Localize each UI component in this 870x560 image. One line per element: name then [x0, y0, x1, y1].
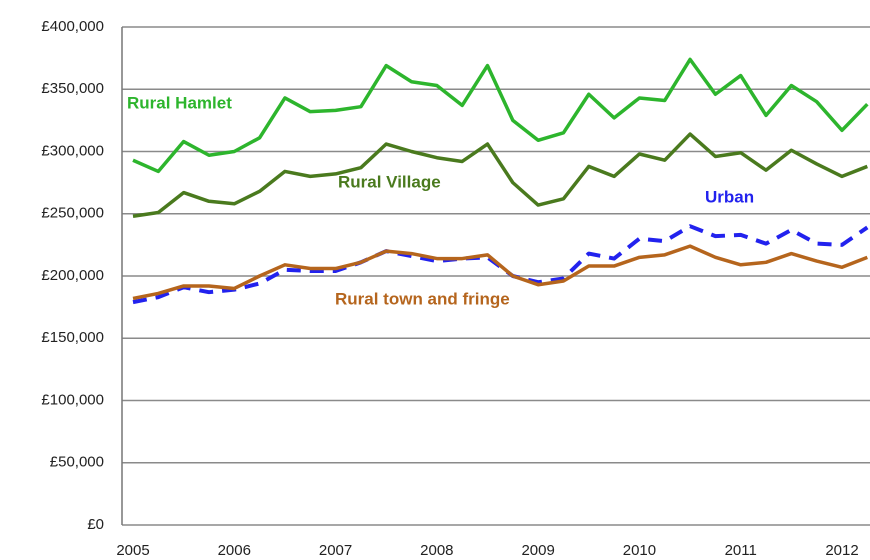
- series-line: [132, 224, 869, 305]
- y-tick-label: £400,000: [41, 18, 104, 35]
- y-tick-label: £50,000: [50, 454, 104, 471]
- series-line: [132, 132, 868, 218]
- y-tick-label: £0: [87, 516, 104, 533]
- y-tick-label: £150,000: [41, 329, 104, 346]
- x-tick-label: 2008: [420, 542, 453, 559]
- series-line: [132, 244, 868, 301]
- x-tick-label: 2006: [218, 542, 251, 559]
- y-tick-label: £300,000: [41, 142, 104, 159]
- series-label: Rural Hamlet: [127, 93, 232, 112]
- series-label: Rural Village: [338, 172, 441, 191]
- y-tick-label: £350,000: [41, 80, 104, 97]
- y-tick-label: £250,000: [41, 205, 104, 222]
- series-label: Rural town and fringe: [335, 289, 510, 308]
- y-tick-label: £200,000: [41, 267, 104, 284]
- x-tick-label: 2010: [623, 542, 656, 559]
- series-line: [132, 57, 869, 174]
- series-label: Urban: [705, 187, 754, 206]
- x-tick-label: 2007: [319, 542, 352, 559]
- x-tick-label: 2005: [116, 542, 149, 559]
- y-tick-label: £100,000: [41, 391, 104, 408]
- x-tick-label: 2011: [725, 542, 757, 559]
- x-tick-label: 2009: [521, 542, 554, 559]
- x-tick-label: 2012: [825, 542, 858, 559]
